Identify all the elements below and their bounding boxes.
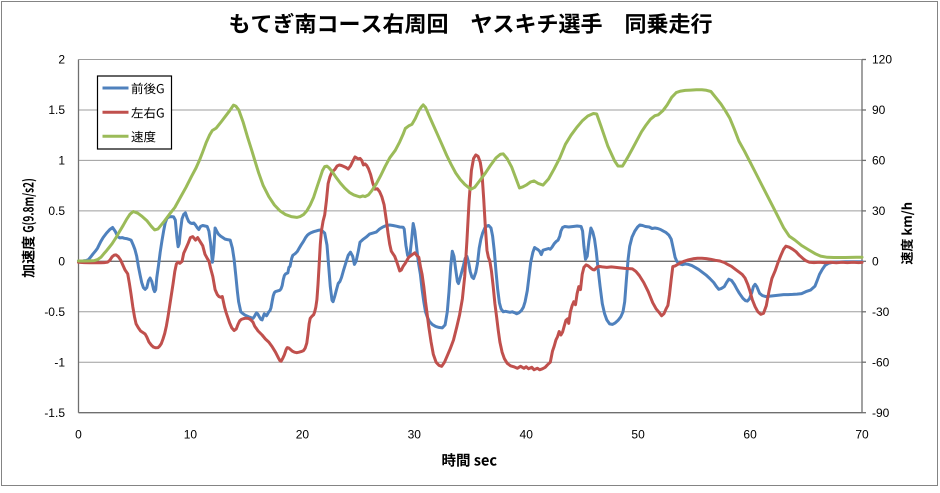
svg-text:60: 60 xyxy=(872,154,886,168)
svg-text:-0.5: -0.5 xyxy=(44,305,65,319)
svg-text:30: 30 xyxy=(872,204,886,218)
svg-text:90: 90 xyxy=(872,103,886,117)
svg-text:50: 50 xyxy=(631,428,645,442)
svg-text:-1.5: -1.5 xyxy=(44,406,65,420)
svg-text:-1: -1 xyxy=(54,355,65,369)
svg-text:20: 20 xyxy=(296,428,310,442)
svg-text:-90: -90 xyxy=(872,406,890,420)
svg-text:0: 0 xyxy=(872,255,879,269)
svg-text:30: 30 xyxy=(408,428,422,442)
svg-text:40: 40 xyxy=(520,428,534,442)
svg-text:0: 0 xyxy=(75,428,82,442)
svg-text:-30: -30 xyxy=(872,305,890,319)
svg-text:1.5: 1.5 xyxy=(48,103,65,117)
svg-text:0.5: 0.5 xyxy=(48,204,65,218)
svg-text:120: 120 xyxy=(872,53,892,67)
svg-text:60: 60 xyxy=(743,428,757,442)
svg-text:0: 0 xyxy=(58,255,65,269)
svg-text:-60: -60 xyxy=(872,355,890,369)
svg-text:1: 1 xyxy=(58,154,65,168)
svg-text:70: 70 xyxy=(855,428,869,442)
svg-text:10: 10 xyxy=(184,428,198,442)
svg-text:2: 2 xyxy=(58,53,65,67)
